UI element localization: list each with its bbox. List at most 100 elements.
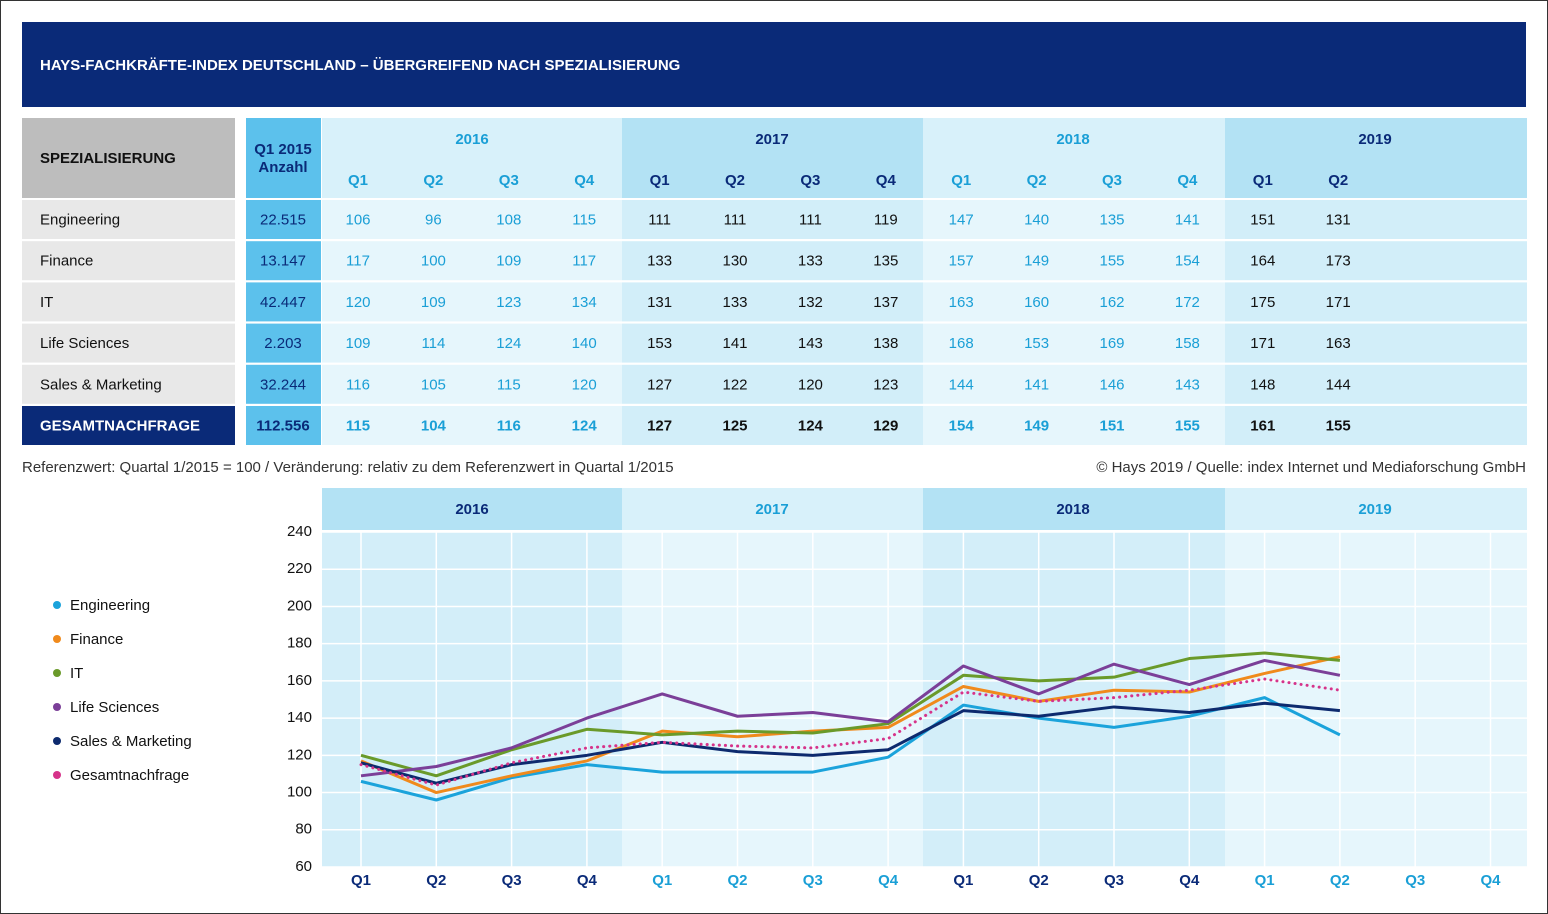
body-cell — [1225, 323, 1527, 363]
x-tick-label: Q2 — [426, 872, 446, 889]
y-tick-label: 160 — [287, 672, 312, 689]
table-value: 131 — [1326, 211, 1351, 228]
table-value: 153 — [1024, 335, 1049, 352]
table-value: 155 — [1175, 417, 1200, 434]
table-value: 140 — [1024, 211, 1049, 228]
table-value: 146 — [1099, 376, 1124, 393]
body-cell — [1225, 241, 1527, 281]
quarter-header: Q2 — [423, 172, 443, 189]
body-cell — [322, 364, 622, 404]
body-cell — [622, 282, 923, 322]
quarter-header: Q2 — [1328, 172, 1348, 189]
base-value: 112.556 — [256, 417, 309, 434]
year-header: 2019 — [1358, 131, 1391, 148]
legend-label: IT — [70, 665, 83, 682]
quarter-header: Q4 — [574, 172, 595, 189]
table-value: 124 — [798, 417, 824, 434]
table-value: 135 — [1099, 211, 1124, 228]
row-label: GESAMTNACHFRAGE — [40, 417, 200, 434]
chart-year-header: 2017 — [755, 501, 788, 518]
legend-label: Sales & Marketing — [70, 733, 192, 750]
row-label-cell — [22, 200, 235, 239]
table-value: 115 — [572, 211, 596, 228]
table-value: 149 — [1024, 253, 1049, 270]
base-value: 22.515 — [260, 211, 306, 228]
table-value: 133 — [798, 253, 823, 270]
table-value: 120 — [345, 294, 370, 311]
y-tick-label: 120 — [287, 746, 312, 763]
legend-label: Finance — [70, 631, 123, 648]
table-value: 149 — [1024, 417, 1049, 434]
body-cell — [923, 200, 1225, 239]
table-value: 124 — [496, 335, 521, 352]
chart-year-header: 2016 — [455, 501, 488, 518]
row-label: Engineering — [40, 211, 120, 228]
table-value: 153 — [647, 335, 672, 352]
table-value: 135 — [873, 253, 898, 270]
series-line — [360, 651, 1341, 778]
quarter-header: Q4 — [1177, 172, 1198, 189]
table-value: 125 — [722, 417, 747, 434]
header-cell — [22, 118, 235, 198]
row-label-cell — [22, 406, 235, 445]
base-cell — [246, 323, 321, 363]
quarter-header: Q3 — [800, 172, 820, 189]
table-value: 169 — [1099, 335, 1124, 352]
table-value: 155 — [1099, 253, 1124, 270]
base-value: 13.147 — [260, 253, 306, 270]
chart-year-header-cell — [1225, 488, 1527, 530]
table-value: 129 — [873, 417, 898, 434]
title: HAYS-FACHKRÄFTE-INDEX DEUTSCHLAND – ÜBER… — [40, 57, 680, 74]
x-tick-label: Q2 — [1029, 872, 1049, 889]
quarter-header: Q3 — [1102, 172, 1122, 189]
table-value: 111 — [724, 211, 747, 228]
x-tick-label: Q1 — [953, 872, 973, 889]
y-tick-label: 140 — [287, 709, 312, 726]
legend-swatch — [53, 703, 61, 711]
table-value: 141 — [722, 335, 747, 352]
table-value: 116 — [346, 376, 370, 393]
table-value: 117 — [346, 253, 370, 270]
table-value: 138 — [873, 335, 898, 352]
footnote: Referenzwert: Quartal 1/2015 = 100 / Ver… — [22, 459, 674, 476]
body-cell — [322, 406, 622, 445]
quarter-header: Q1 — [1253, 172, 1273, 189]
x-tick-label: Q3 — [1405, 872, 1425, 889]
y-tick-label: 200 — [287, 597, 312, 614]
quarter-header: Q1 — [348, 172, 368, 189]
table-value: 109 — [421, 294, 446, 311]
body-cell — [923, 282, 1225, 322]
year-header: 2017 — [755, 131, 788, 148]
table-value: 109 — [345, 335, 370, 352]
table-value: 127 — [647, 417, 672, 434]
table-value: 122 — [722, 376, 747, 393]
y-tick-label: 60 — [295, 858, 312, 875]
table-value: 114 — [421, 335, 445, 352]
x-tick-label: Q4 — [1480, 872, 1501, 889]
table-value: 116 — [497, 417, 521, 434]
series-line — [360, 658, 1341, 778]
body-cell — [622, 364, 923, 404]
y-tick-label: 80 — [295, 821, 312, 838]
table-header: SPEZIALISIERUNG — [40, 150, 176, 167]
body-cell — [923, 323, 1225, 363]
table-value: 117 — [572, 253, 596, 270]
table-value: 163 — [1326, 335, 1351, 352]
table-value: 137 — [873, 294, 898, 311]
legend-swatch — [53, 737, 61, 745]
base-header: Q1 2015 — [254, 141, 312, 158]
table-value: 161 — [1250, 417, 1275, 434]
table-value: 120 — [798, 376, 823, 393]
table-value: 96 — [425, 211, 442, 228]
plot-band — [622, 532, 923, 867]
quarter-header: Q4 — [876, 172, 897, 189]
x-tick-label: Q3 — [803, 872, 823, 889]
table-value: 157 — [949, 253, 974, 270]
body-cell — [622, 406, 923, 445]
table-value: 148 — [1250, 376, 1275, 393]
table-value: 160 — [1024, 294, 1049, 311]
x-tick-label: Q1 — [351, 872, 371, 889]
plot-band — [1225, 532, 1527, 867]
legend-swatch — [53, 601, 61, 609]
